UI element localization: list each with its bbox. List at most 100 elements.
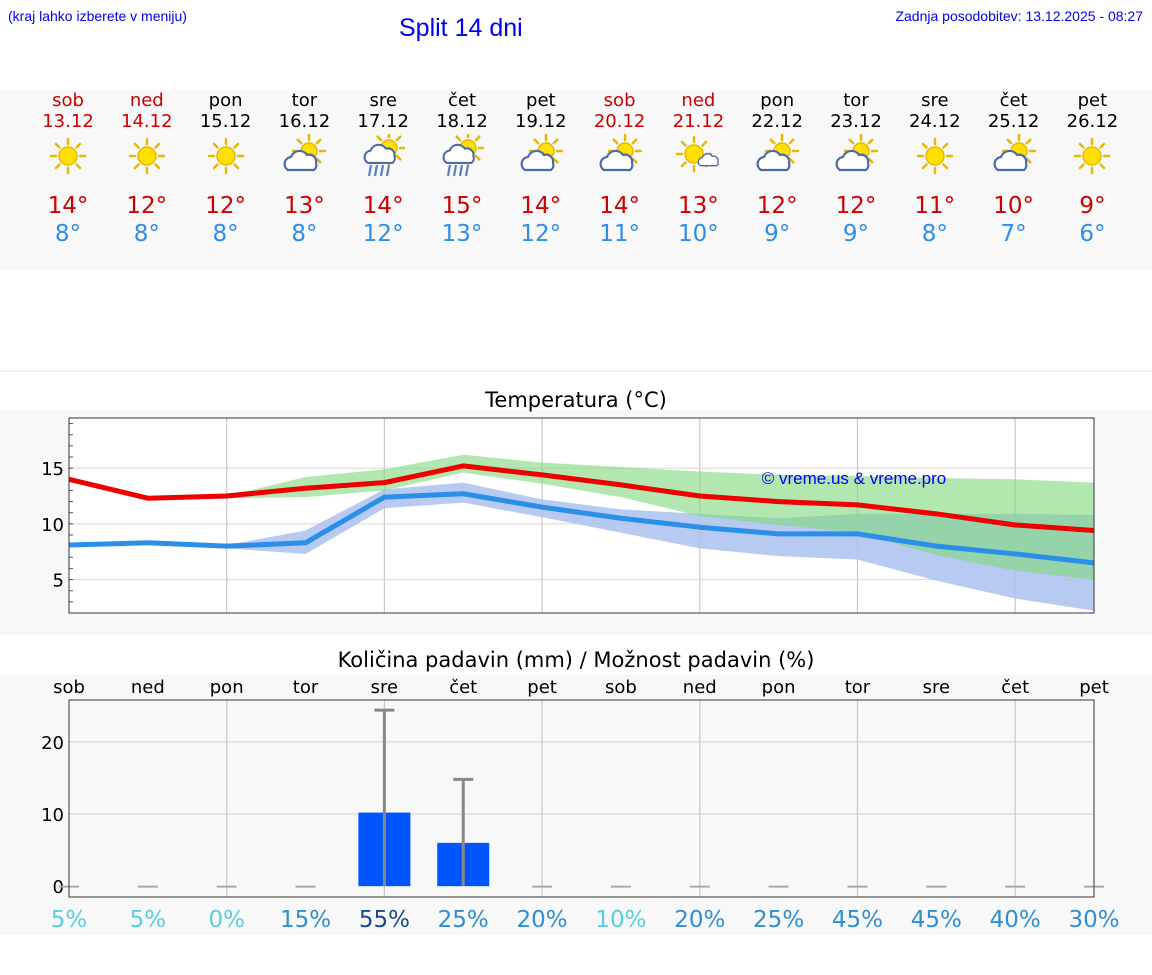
day-date: 17.12 xyxy=(357,111,409,132)
min-temperature: 7° xyxy=(1000,221,1027,247)
x-tick-label: pet xyxy=(527,677,557,698)
precip-probability: 5% xyxy=(51,907,88,933)
precip-probability: 55% xyxy=(359,907,410,933)
precip-probability: 45% xyxy=(911,907,962,933)
day-name: pet xyxy=(526,90,556,111)
day-name: sre xyxy=(921,90,949,111)
rain-icon xyxy=(361,134,406,178)
sun-icon xyxy=(1070,134,1114,178)
min-temperature: 8° xyxy=(133,221,160,247)
min-temperature: 8° xyxy=(54,221,82,247)
cloud-shape xyxy=(756,149,791,172)
day-name: sre xyxy=(369,90,397,111)
min-temperature: 13° xyxy=(441,221,483,247)
day-column: sob 13.12 14° 8° xyxy=(28,90,108,248)
x-tick-label: ned xyxy=(131,677,165,698)
divider xyxy=(0,370,1152,372)
sun-shape xyxy=(128,137,166,175)
y-tick-label: 0 xyxy=(53,877,64,898)
x-tick-label: sob xyxy=(53,677,85,698)
day-column: ned 14.12 12° 8° xyxy=(107,90,187,248)
plot-frame xyxy=(68,699,1095,898)
precip-probability: 30% xyxy=(1068,907,1119,933)
cloud-shape xyxy=(698,153,720,167)
cloud-shape xyxy=(442,143,475,164)
precip-probability: 10% xyxy=(595,907,646,933)
cloud-shape xyxy=(835,149,870,172)
partly-cloudy-icon xyxy=(598,134,642,178)
day-column: sre 24.12 11° 8° xyxy=(895,90,975,248)
plot-frame xyxy=(68,417,1095,614)
x-tick-label: tor xyxy=(293,677,319,698)
max-temperature: 14° xyxy=(362,193,404,219)
sun-small-cloud-icon xyxy=(676,134,720,178)
day-date: 13.12 xyxy=(42,111,94,132)
min-temperature: 10° xyxy=(678,221,719,247)
sun-shape xyxy=(916,137,954,175)
page-title: Split 14 dni xyxy=(399,14,523,42)
sun-shape xyxy=(207,137,244,175)
day-name: tor xyxy=(291,90,318,111)
min-temperature: 9° xyxy=(764,221,791,247)
partly-cloudy-icon xyxy=(755,134,800,178)
min-temperature: 8° xyxy=(921,221,948,247)
precip-probability: 40% xyxy=(990,907,1041,933)
max-temperature: 14° xyxy=(47,193,89,219)
sun-icon xyxy=(204,134,248,178)
min-temperature: 11° xyxy=(599,221,640,247)
x-tick-label: pon xyxy=(210,677,244,698)
day-date: 23.12 xyxy=(830,111,882,132)
partly-cloudy-icon xyxy=(992,134,1036,178)
precip-probability: 20% xyxy=(517,907,568,933)
min-temperature: 12° xyxy=(362,221,404,247)
last-update: Zadnja posodobitev: 13.12.2025 - 08:27 xyxy=(895,8,1143,24)
day-column: pet 26.12 9° 6° xyxy=(1052,90,1132,248)
partly-cloudy-icon xyxy=(519,134,563,178)
precip-probability: 15% xyxy=(280,907,331,933)
day-name: ned xyxy=(129,90,164,111)
day-name: tor xyxy=(843,90,869,111)
day-column: tor 16.12 13° 8° xyxy=(264,90,344,248)
day-date: 15.12 xyxy=(199,111,252,132)
location-hint[interactable]: (kraj lahko izberete v meniju) xyxy=(8,8,187,24)
day-date: 20.12 xyxy=(593,111,646,132)
day-column: sob 20.12 14° 11° xyxy=(580,90,660,248)
day-date: 18.12 xyxy=(436,111,488,132)
day-name: sob xyxy=(603,90,636,111)
min-temperature: 6° xyxy=(1079,221,1106,247)
min-temperature: 8° xyxy=(212,221,239,247)
day-date: 19.12 xyxy=(515,111,567,132)
max-temperature-range xyxy=(226,454,1094,580)
x-tick-label: sre xyxy=(923,677,950,698)
day-date: 24.12 xyxy=(909,111,961,132)
day-name: ned xyxy=(681,90,716,111)
day-name: pet xyxy=(1077,90,1108,111)
day-date: 22.12 xyxy=(751,111,803,132)
day-column: čet 25.12 10° 7° xyxy=(974,90,1054,248)
x-tick-label: čet xyxy=(1001,677,1029,698)
day-date: 26.12 xyxy=(1066,111,1119,132)
x-tick-label: pet xyxy=(1079,677,1109,698)
precip-probability: 0% xyxy=(208,907,245,933)
max-temperature: 12° xyxy=(756,193,798,219)
x-tick-label: pon xyxy=(762,677,796,698)
rain-drops xyxy=(446,164,470,177)
cloud-shape xyxy=(993,149,1028,172)
max-temperature: 13° xyxy=(284,193,325,219)
forecast-band xyxy=(0,90,1152,270)
max-temperature: 14° xyxy=(520,193,562,219)
y-tick-label: 10 xyxy=(41,515,64,536)
x-tick-label: ned xyxy=(683,677,717,698)
day-date: 21.12 xyxy=(672,111,725,132)
day-date: 14.12 xyxy=(121,111,173,132)
day-column: pet 19.12 14° 12° xyxy=(501,90,581,248)
temperature-chart-title: Temperatura (°C) xyxy=(485,388,667,412)
temperature-chart: 5 10 15 © vreme.us & vreme.pro xyxy=(41,417,1095,614)
min-temperature-line xyxy=(68,491,1095,566)
partly-cloudy-icon xyxy=(282,134,327,178)
day-name: pon xyxy=(208,90,243,111)
max-temperature: 12° xyxy=(126,193,168,219)
rain-drops xyxy=(368,164,391,177)
x-tick-label: sre xyxy=(371,677,398,698)
max-temperature: 13° xyxy=(678,193,719,219)
